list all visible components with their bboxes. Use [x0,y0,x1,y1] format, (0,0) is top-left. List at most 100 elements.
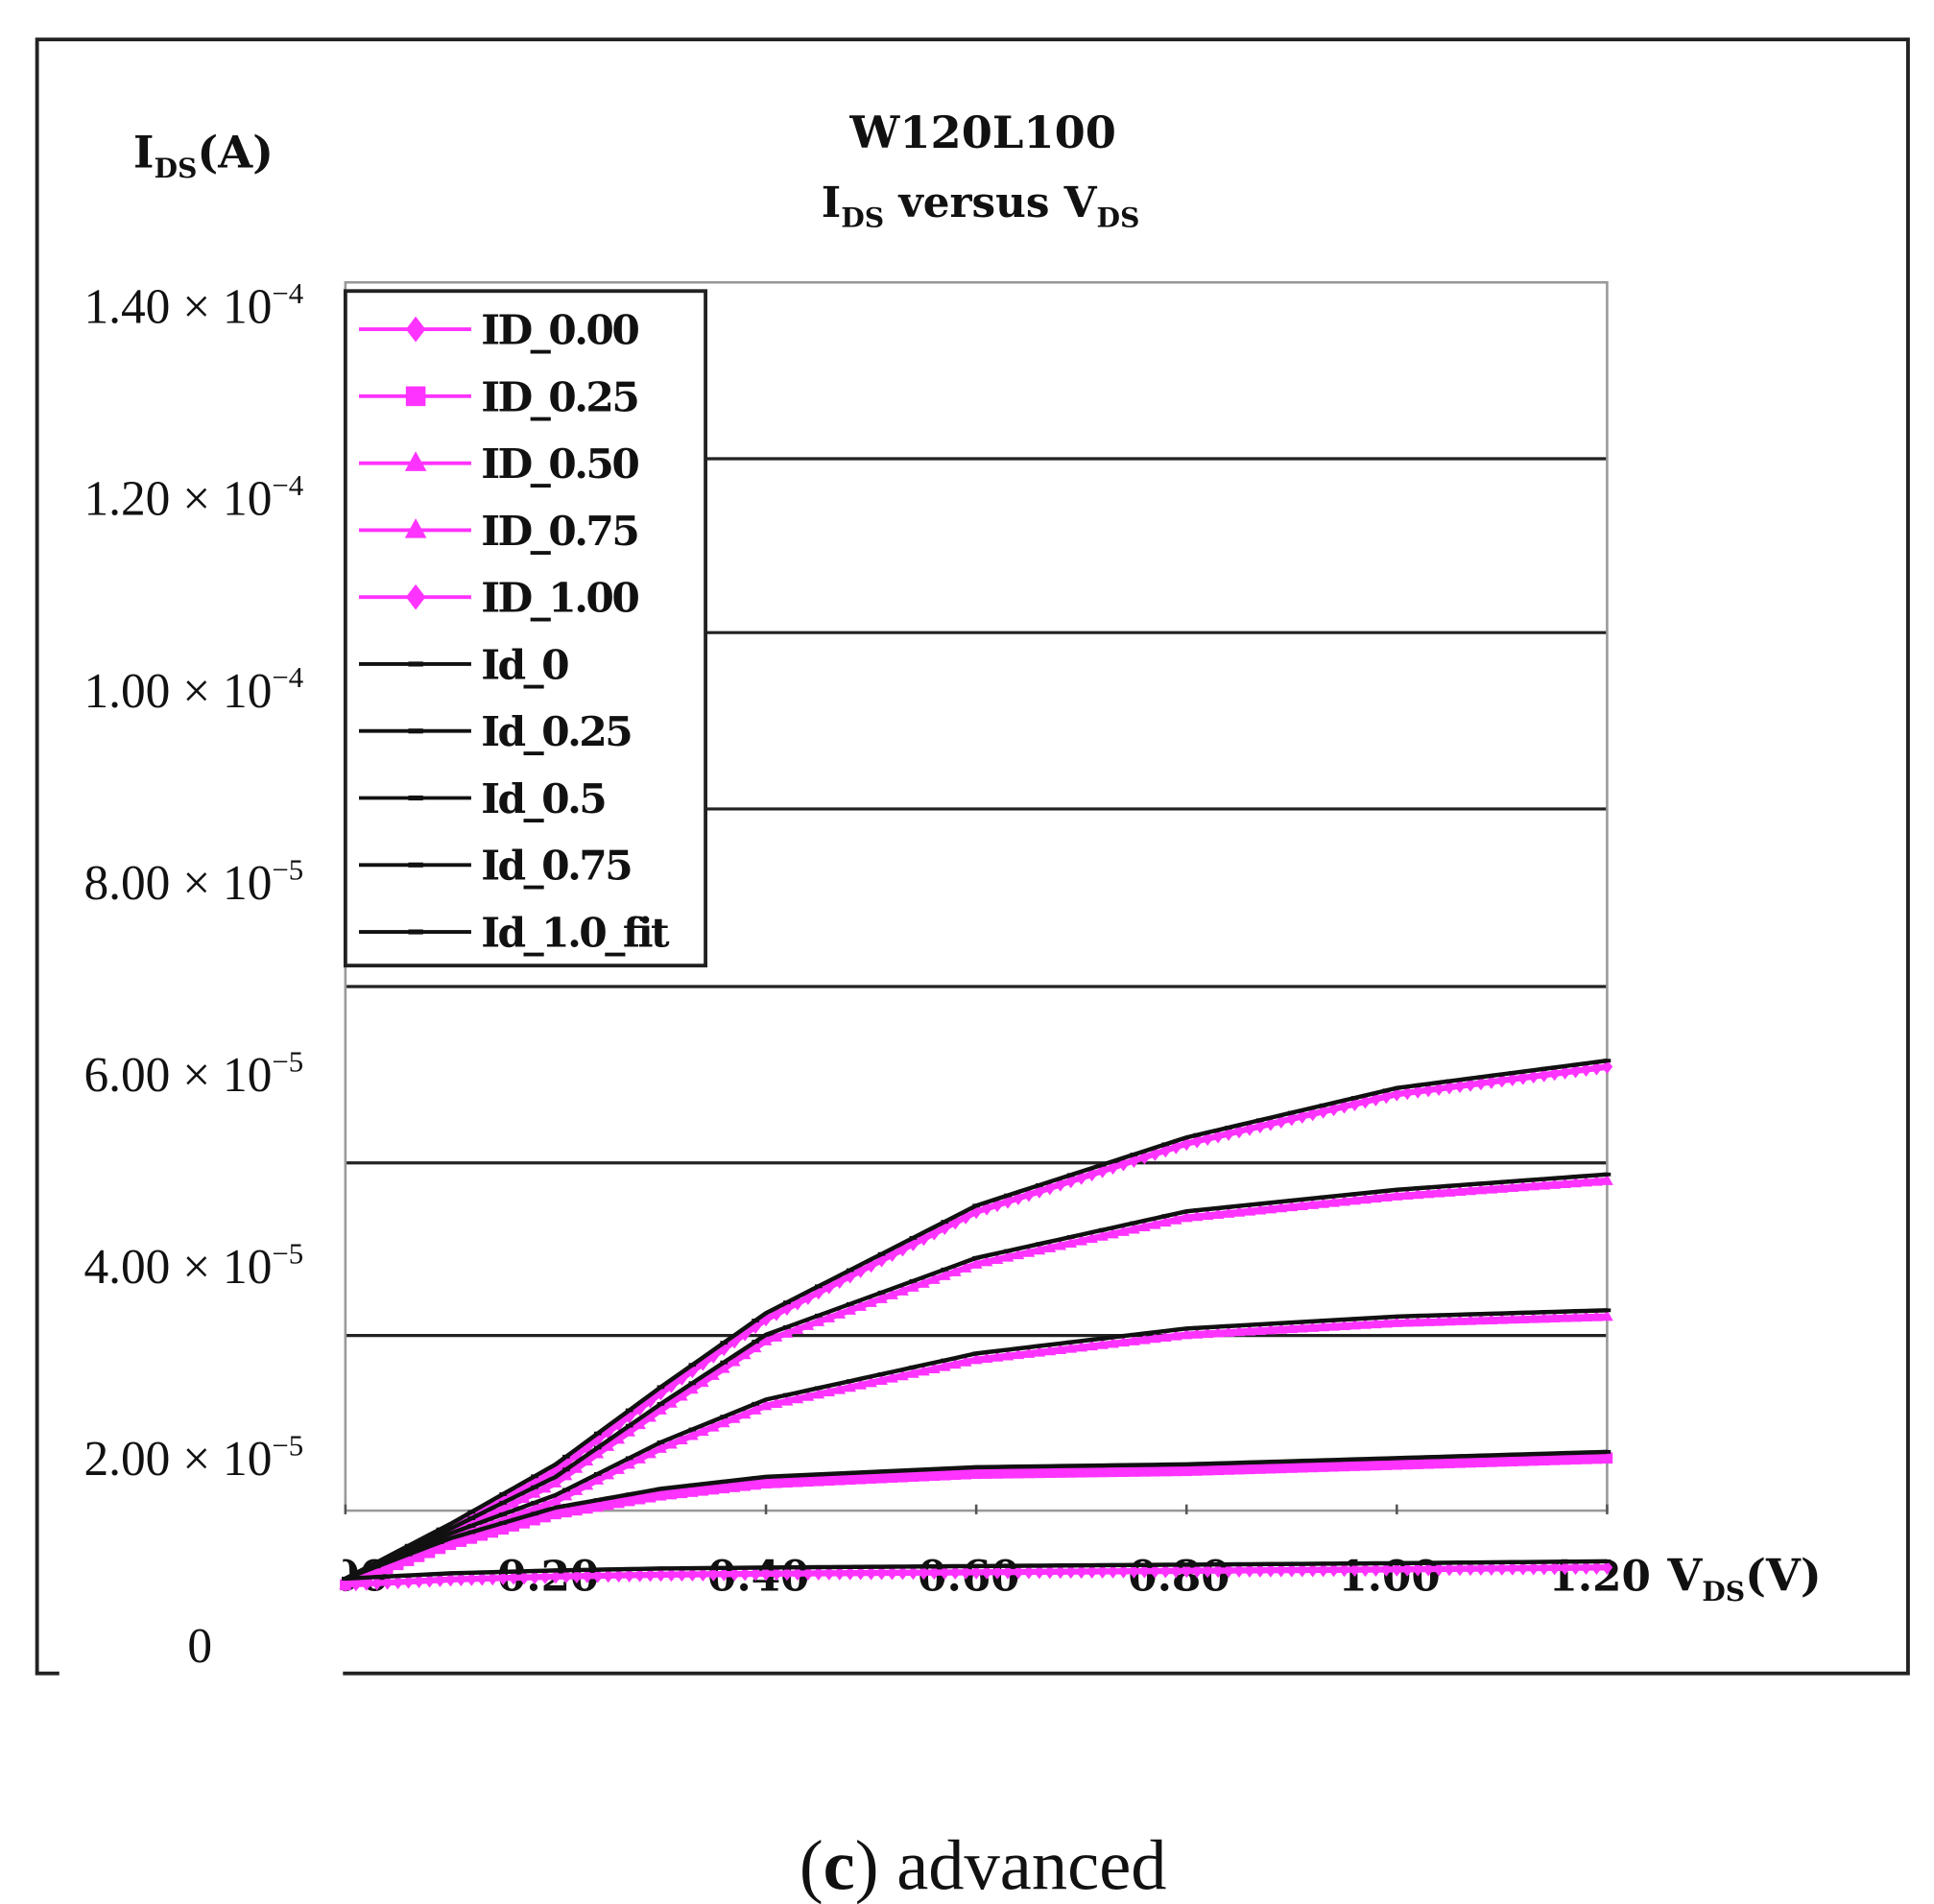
data-point [780,1326,794,1338]
data-point [1022,1346,1036,1358]
fit-point [1036,1242,1043,1247]
fit-point [1571,1309,1580,1314]
fit-point [1256,1460,1264,1464]
data-point [581,1454,594,1466]
data-point [1275,1322,1288,1334]
data-point [1422,1458,1434,1469]
data-point [907,1367,919,1378]
fit-point [1477,1075,1485,1080]
fit-point [814,1386,823,1391]
data-point [655,1403,667,1415]
data-point [738,1347,752,1360]
legend-marker [408,795,423,801]
data-point [844,1565,856,1581]
data-point [1285,1321,1299,1334]
fit-point [1382,1561,1391,1565]
fit-point [909,1278,918,1283]
data-point [980,1254,993,1267]
fit-point [1193,1325,1202,1330]
data-point [1180,1210,1193,1223]
data-point [1475,1076,1487,1091]
data-point [1601,1059,1613,1075]
data-point [1034,1466,1045,1479]
data-point [508,1520,519,1532]
data-point [1444,1080,1455,1095]
fit-point [909,1365,918,1369]
data-point [1580,1175,1592,1187]
data-point [896,1284,909,1296]
data-point [1401,1458,1414,1470]
data-point [1107,1336,1119,1348]
data-point [1569,1453,1582,1465]
fit-point [1319,1103,1327,1107]
data-point [612,1496,625,1509]
fit-point [531,1511,538,1516]
data-point [1107,1226,1119,1239]
fit-point [1066,1173,1075,1178]
data-point [1149,1331,1161,1344]
fit-point [1319,1319,1327,1323]
data-point [1359,1562,1372,1578]
data-point [1454,1079,1466,1094]
data-point [991,1467,1003,1479]
data-point [612,1416,625,1432]
data-point [949,1564,962,1581]
data-point [655,1441,667,1453]
fit-point [372,1559,381,1564]
data-point [1559,1453,1571,1465]
fit-point [688,1566,697,1571]
data-point [1359,1192,1372,1204]
fit-point [752,1565,759,1570]
data-point [1359,1459,1372,1471]
data-point [1306,1461,1319,1473]
data-point [1159,1464,1172,1477]
data-point [823,1385,836,1396]
data-point [1538,1454,1550,1466]
data-point [1391,1561,1403,1577]
fit-point [404,1543,413,1548]
data-point [1379,1190,1393,1202]
data-point [455,1572,467,1587]
fit-point [1508,1452,1516,1457]
fit-point [436,1532,444,1536]
fit-point [1382,1088,1391,1093]
data-point [1527,1312,1540,1323]
fit-point [1445,1560,1453,1565]
data-point [665,1437,678,1449]
data-point [1158,1330,1172,1342]
fit-point [1477,1181,1485,1186]
data-point [1054,1177,1066,1192]
data-point [1538,1067,1550,1083]
data-point [948,1265,962,1276]
data-point [823,1474,835,1487]
data-point [1317,1562,1329,1578]
data-point [1464,1314,1477,1325]
data-point [854,1473,867,1485]
data-point [1233,1124,1245,1139]
fit-point [1287,1561,1296,1566]
x-tick-label: 1.00 [1338,1553,1440,1602]
data-point [718,1566,730,1582]
data-point [676,1487,688,1499]
data-point [1043,1241,1057,1252]
data-point [1201,1208,1214,1221]
fit-point [941,1220,949,1225]
fit-point [1445,1454,1453,1459]
y-axis-label: IDS(A) [133,127,274,184]
data-point [1443,1185,1456,1197]
data-point [959,1261,972,1273]
data-point [1548,1560,1561,1576]
fit-point [1161,1142,1170,1147]
data-point [792,1476,803,1488]
fit-point [625,1567,633,1571]
data-point [823,1311,836,1322]
data-point [939,1565,951,1581]
data-point [875,1565,888,1581]
data-point [1064,1466,1077,1478]
fit-point [1477,1312,1485,1317]
data-point [1285,1462,1298,1473]
data-point [497,1570,509,1585]
data-point [1454,1457,1466,1468]
data-point [1349,1562,1361,1578]
